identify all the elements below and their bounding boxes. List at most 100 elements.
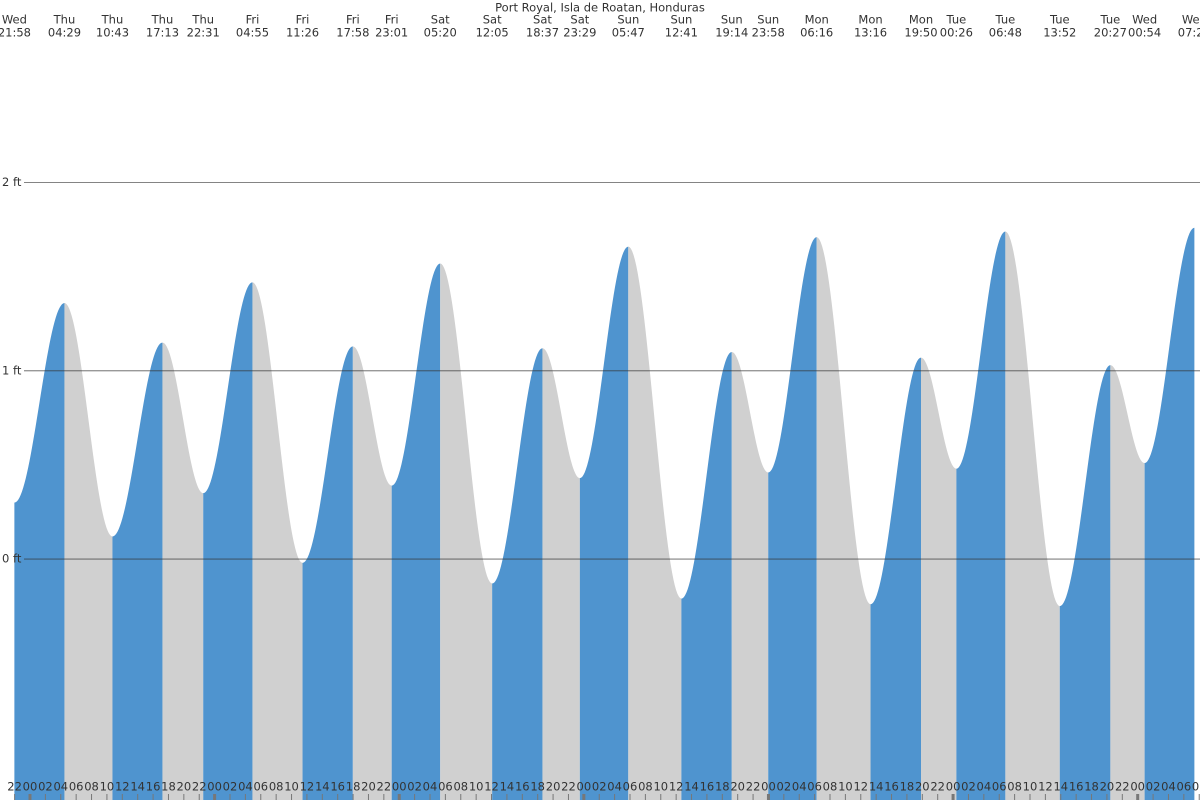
x-tick-label: 16 <box>700 780 715 794</box>
x-tick-label: 14 <box>500 780 515 794</box>
extreme-day: Sun <box>721 13 743 27</box>
tide-segment <box>628 246 682 800</box>
x-tick-label: 04 <box>423 780 438 794</box>
extreme-day: Thu <box>53 13 76 27</box>
x-tick-label: 22 <box>561 780 576 794</box>
tide-segment <box>1144 227 1195 800</box>
x-tick-label: 06 <box>807 780 822 794</box>
x-tick-label: 10 <box>653 780 668 794</box>
x-tick-label: 16 <box>146 780 161 794</box>
x-tick-label: 14 <box>1053 780 1068 794</box>
tide-segment <box>352 346 392 800</box>
x-tick-label: 08 <box>1007 780 1022 794</box>
extreme-time: 13:52 <box>1043 26 1076 40</box>
extreme-day: Tue <box>995 13 1016 27</box>
x-tick-label: 22 <box>192 780 207 794</box>
x-tick-label: 08 <box>269 780 284 794</box>
extreme-time: 05:20 <box>424 26 457 40</box>
x-tick-label: 18 <box>346 780 361 794</box>
tide-segment <box>731 352 769 800</box>
x-tick-label: 12 <box>853 780 868 794</box>
x-tick-label: 22 <box>746 780 761 794</box>
x-tick-label: 02 <box>961 780 976 794</box>
y-tick-label: 1 ft <box>2 363 22 377</box>
extreme-time: 00:54 <box>1128 26 1161 40</box>
tide-segment <box>1059 365 1111 800</box>
x-tick-label: 18 <box>715 780 730 794</box>
extreme-time: 17:58 <box>336 26 369 40</box>
x-tick-label: 00 <box>577 780 592 794</box>
x-tick-label: 04 <box>607 780 622 794</box>
extreme-day: Tue <box>1049 13 1070 27</box>
extreme-day: Thu <box>191 13 214 27</box>
tide-segment <box>1005 231 1060 800</box>
x-tick-label: 10 <box>1023 780 1038 794</box>
tide-segment <box>440 263 493 800</box>
x-tick-label: 10 <box>100 780 115 794</box>
extreme-day: Tue <box>946 13 967 27</box>
extreme-day: Wed <box>1182 13 1200 27</box>
tide-segment <box>768 237 817 800</box>
tide-segment <box>391 263 441 800</box>
extreme-time: 04:55 <box>236 26 269 40</box>
x-tick-label: 20 <box>1100 780 1115 794</box>
extreme-time: 04:29 <box>48 26 81 40</box>
extreme-day: Fri <box>296 13 310 27</box>
tide-segment <box>492 348 543 800</box>
x-tick-label: 18 <box>161 780 176 794</box>
extreme-time: 23:58 <box>752 26 785 40</box>
x-tick-label: 00 <box>392 780 407 794</box>
x-tick-label: 10 <box>284 780 299 794</box>
extreme-day: Sun <box>757 13 779 27</box>
chart-title: Port Royal, Isla de Roatan, Honduras <box>495 1 705 15</box>
tide-segment <box>252 282 303 800</box>
x-tick-label: 20 <box>177 780 192 794</box>
extreme-day: Wed <box>2 13 27 27</box>
extreme-day: Mon <box>805 13 829 27</box>
x-tick-label: 08 <box>453 780 468 794</box>
extreme-day: Sun <box>670 13 692 27</box>
x-tick-label: 20 <box>546 780 561 794</box>
extreme-day: Wed <box>1132 13 1157 27</box>
extreme-time: 20:27 <box>1094 26 1127 40</box>
x-tick-label: 06 <box>992 780 1007 794</box>
extreme-time: 12:05 <box>476 26 509 40</box>
x-tick-label: 02 <box>1146 780 1161 794</box>
extreme-time: 21:58 <box>0 26 31 40</box>
y-tick-label: 0 ft <box>2 552 22 566</box>
x-tick-label: 18 <box>530 780 545 794</box>
tide-segment <box>921 357 957 800</box>
extreme-time: 11:26 <box>286 26 319 40</box>
extreme-time: 17:13 <box>146 26 179 40</box>
x-tick-label: 06 <box>1177 780 1192 794</box>
x-tick-label: 06 <box>69 780 84 794</box>
x-tick-label: 12 <box>1038 780 1053 794</box>
x-tick-label: 12 <box>300 780 315 794</box>
x-tick-label: 22 <box>1115 780 1130 794</box>
x-tick-label: 00 <box>207 780 222 794</box>
x-tick-label: 08 <box>84 780 99 794</box>
extreme-time: 13:16 <box>854 26 887 40</box>
x-tick-label: 02 <box>592 780 607 794</box>
tide-segment <box>870 357 921 800</box>
extreme-day: Tue <box>1100 13 1121 27</box>
extreme-day: Sat <box>570 13 589 27</box>
x-tick-label: 08 <box>823 780 838 794</box>
extreme-time: 06:16 <box>800 26 833 40</box>
x-tick-label: 02 <box>407 780 422 794</box>
extreme-time: 18:37 <box>526 26 559 40</box>
x-tick-label: 22 <box>7 780 22 794</box>
x-tick-label: 14 <box>130 780 145 794</box>
x-tick-label: 02 <box>223 780 238 794</box>
x-tick-label: 00 <box>23 780 38 794</box>
tide-segment <box>14 303 65 800</box>
extreme-time: 06:48 <box>989 26 1022 40</box>
x-tick-label: 00 <box>1130 780 1145 794</box>
tide-segment <box>64 303 113 800</box>
extreme-day: Fri <box>246 13 260 27</box>
tide-segment <box>956 231 1006 800</box>
extreme-day: Mon <box>909 13 933 27</box>
x-tick-label: 22 <box>930 780 945 794</box>
extreme-time: 07:22 <box>1178 26 1200 40</box>
